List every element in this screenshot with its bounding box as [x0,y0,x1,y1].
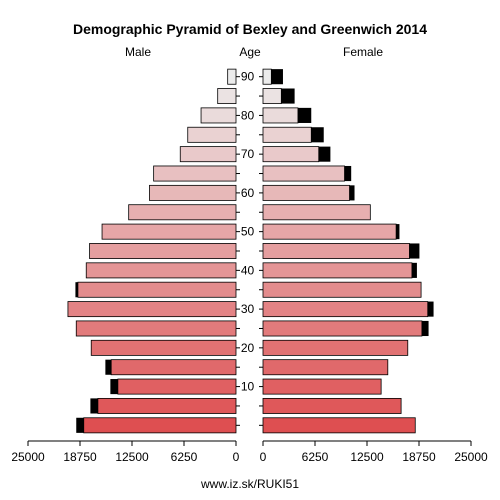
female-bar-35-39 [262,281,422,298]
age-tick-label: 80 [241,108,255,122]
age-tick-label: 50 [241,225,255,239]
female-extra-bar-90+ [271,69,283,85]
age-tick-label: 20 [241,341,255,355]
female-x-tick-label: 18750 [402,450,436,464]
age-tick-label: 90 [241,70,255,84]
age-tick-label: 40 [241,263,255,277]
female-bar-80-84 [262,107,299,124]
female-bar-20-24 [262,339,409,356]
male-bar-65-69 [153,165,237,182]
female-bar-10-14 [262,378,382,395]
female-x-tick-label: 12500 [350,450,384,464]
male-bar-35-39 [77,281,237,298]
female-bar-65-69 [262,165,345,182]
male-bar-40-44 [85,262,237,279]
female-bar-45-49 [262,243,410,259]
male-bar-80-84 [200,107,237,124]
male-bar-5-9 [97,397,237,414]
female-extra-bar-70-74 [318,146,331,162]
male-extra-bar-5-9 [90,398,98,414]
female-extra-bar-40-44 [411,262,417,278]
male-label: Male [125,45,151,59]
female-bar-25-29 [262,320,423,337]
male-bar-85-89 [217,88,237,105]
female-bar-55-59 [262,204,371,221]
female-bar-15-19 [262,359,389,376]
female-extra-bar-25-29 [421,320,429,337]
female-extra-bar-50-54 [396,224,400,240]
female-extra-bar-45-49 [409,243,420,259]
female-x-tick-label: 6250 [302,450,329,464]
female-bar-85-89 [262,88,282,105]
age-label: Age [239,45,261,59]
bars-group [67,68,434,434]
footer-url: www.iz.sk/RUKI51 [200,477,299,491]
female-bar-60-64 [262,184,350,201]
male-bar-90+ [227,68,237,85]
female-bar-30-34 [262,301,429,318]
age-tick-label: 70 [241,147,255,161]
female-bar-5-9 [262,397,402,414]
male-bar-30-34 [67,301,237,318]
female-extra-bar-85-89 [281,88,295,104]
axes-group: 0 0 6250 6250 12500 12500 18750 18750 25000 25000… [11,70,488,464]
male-bar-20-24 [90,339,237,356]
male-bar-55-59 [128,204,237,221]
age-tick-label: 60 [241,186,255,200]
female-bar-70-74 [262,146,320,163]
female-extra-bar-60-64 [349,185,355,201]
female-extra-bar-80-84 [297,107,312,123]
age-tick-label: 30 [241,302,255,316]
chart-title: Demographic Pyramid of Bexley and Greenw… [73,21,427,37]
male-extra-bar-0-4 [76,417,84,433]
male-x-tick-label: 0 [233,450,240,464]
female-bar-40-44 [262,262,413,279]
male-extra-bar-35-39 [75,282,78,298]
male-extra-bar-10-14 [110,379,118,395]
male-bar-60-64 [149,184,237,201]
female-bar-50-54 [262,223,397,240]
female-x-tick-label: 25000 [454,450,488,464]
male-x-tick-label: 25000 [11,450,45,464]
female-extra-bar-75-79 [311,127,324,143]
male-bar-15-19 [110,359,237,376]
female-bar-0-4 [262,417,416,434]
age-tick-label: 10 [241,380,255,394]
male-bar-75-79 [187,126,237,143]
male-bar-50-54 [101,223,237,240]
male-extra-bar-15-19 [105,359,112,375]
male-bar-10-14 [117,378,237,395]
male-bar-0-4 [83,417,237,434]
male-bar-45-49 [89,243,237,259]
female-x-tick-label: 0 [260,450,267,464]
female-extra-bar-65-69 [344,165,352,182]
female-extra-bar-30-34 [427,301,434,317]
male-bar-70-74 [179,146,237,163]
male-bar-25-29 [75,320,237,337]
male-x-tick-label: 18750 [63,450,97,464]
female-bar-75-79 [262,126,312,143]
male-x-tick-label: 6250 [171,450,198,464]
female-bar-90+ [262,68,272,85]
male-x-tick-label: 12500 [115,450,149,464]
female-label: Female [343,45,383,59]
